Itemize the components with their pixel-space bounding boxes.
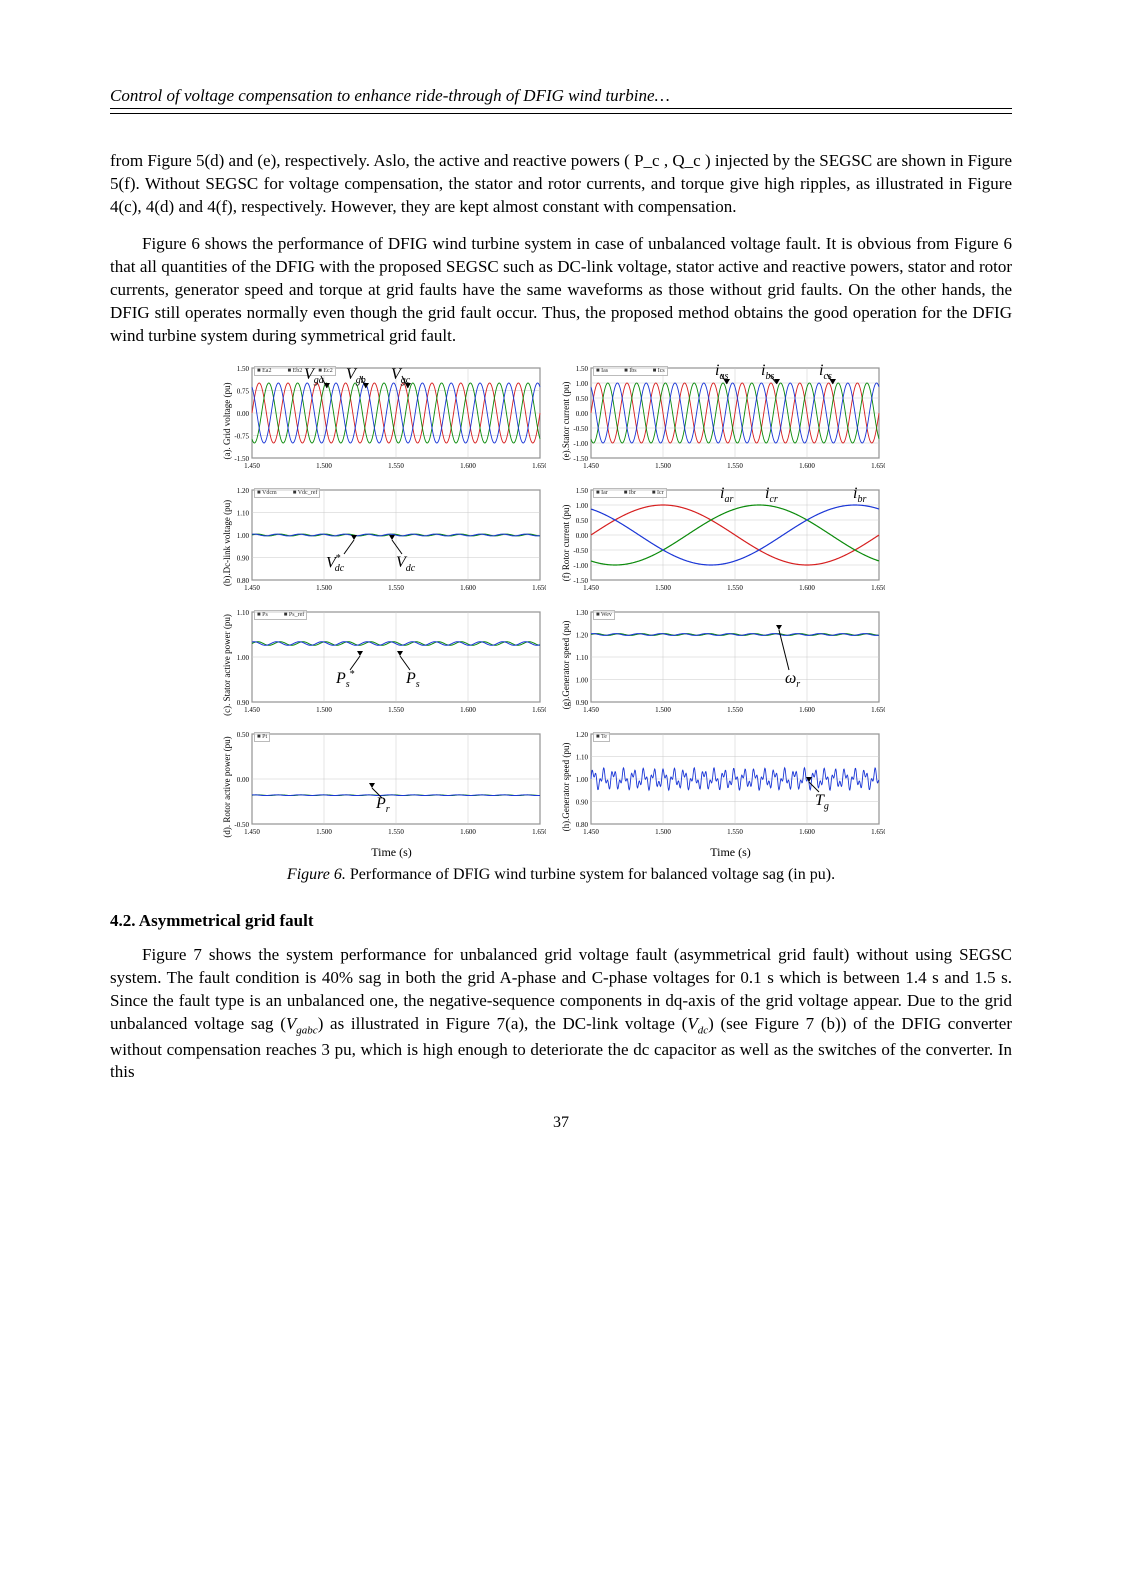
- svg-text:1.10: 1.10: [237, 609, 250, 617]
- svg-text:1.650: 1.650: [871, 706, 885, 714]
- svg-text:1.600: 1.600: [460, 462, 476, 470]
- svg-text:1.00: 1.00: [576, 502, 589, 510]
- symbol-Vgabc: Vgabc: [286, 1014, 318, 1033]
- svg-text:-0.50: -0.50: [573, 547, 588, 555]
- svg-text:1.30: 1.30: [576, 609, 589, 617]
- paragraph-2: Figure 6 shows the performance of DFIG w…: [110, 233, 1012, 348]
- panel-f: (f) Rotor current (pu)-1.50-1.00-0.500.0…: [565, 484, 896, 602]
- svg-text:1.10: 1.10: [576, 753, 589, 761]
- paragraph-1: from Figure 5(d) and (e), respectively. …: [110, 150, 1012, 219]
- svg-text:1.550: 1.550: [727, 462, 743, 470]
- svg-text:-1.00: -1.00: [573, 440, 588, 448]
- svg-text:1.500: 1.500: [655, 462, 671, 470]
- svg-text:1.600: 1.600: [460, 706, 476, 714]
- svg-text:0.50: 0.50: [576, 517, 589, 525]
- svg-text:0.50: 0.50: [237, 731, 250, 739]
- svg-text:1.50: 1.50: [576, 487, 589, 495]
- svg-text:0.00: 0.00: [237, 410, 250, 418]
- svg-text:0.75: 0.75: [237, 387, 250, 395]
- svg-text:1.500: 1.500: [316, 706, 332, 714]
- svg-text:0.00: 0.00: [237, 776, 250, 784]
- section-heading-4-2: 4.2. Asymmetrical grid fault: [110, 910, 1012, 933]
- svg-text:1.450: 1.450: [583, 462, 599, 470]
- svg-text:1.550: 1.550: [388, 584, 404, 592]
- xlabel-left: Time (s): [226, 844, 557, 860]
- svg-text:1.600: 1.600: [799, 828, 815, 836]
- svg-text:1.650: 1.650: [532, 584, 546, 592]
- svg-text:1.650: 1.650: [871, 462, 885, 470]
- paragraph-3: Figure 7 shows the system performance fo…: [110, 944, 1012, 1084]
- svg-text:0.90: 0.90: [237, 554, 250, 562]
- svg-text:0.90: 0.90: [576, 798, 589, 806]
- svg-text:1.450: 1.450: [244, 706, 260, 714]
- panel-h: (h).Generator speed (pu) Time (s) 0.800.…: [565, 728, 896, 846]
- svg-text:1.00: 1.00: [576, 380, 589, 388]
- svg-text:1.550: 1.550: [388, 706, 404, 714]
- svg-text:1.650: 1.650: [532, 706, 546, 714]
- svg-text:1.20: 1.20: [576, 731, 589, 739]
- svg-text:0.50: 0.50: [576, 395, 589, 403]
- svg-text:1.650: 1.650: [532, 462, 546, 470]
- svg-text:1.600: 1.600: [799, 462, 815, 470]
- svg-text:1.550: 1.550: [727, 706, 743, 714]
- svg-text:1.50: 1.50: [237, 365, 250, 373]
- panel-e: (e).Stator current (pu)-1.50-1.00-0.500.…: [565, 362, 896, 480]
- svg-text:1.550: 1.550: [388, 462, 404, 470]
- svg-text:-1.00: -1.00: [573, 562, 588, 570]
- running-header: Control of voltage compensation to enhan…: [110, 85, 1012, 114]
- svg-text:1.600: 1.600: [799, 706, 815, 714]
- panel-g: (g).Generator speed (pu)0.901.001.101.20…: [565, 606, 896, 724]
- svg-text:1.550: 1.550: [388, 828, 404, 836]
- svg-text:1.20: 1.20: [237, 487, 250, 495]
- svg-text:-0.75: -0.75: [234, 432, 249, 440]
- svg-text:1.450: 1.450: [244, 462, 260, 470]
- svg-text:1.450: 1.450: [244, 828, 260, 836]
- svg-text:0.00: 0.00: [576, 410, 589, 418]
- svg-text:1.500: 1.500: [316, 462, 332, 470]
- svg-text:1.450: 1.450: [244, 584, 260, 592]
- svg-text:1.500: 1.500: [316, 828, 332, 836]
- svg-text:1.650: 1.650: [871, 584, 885, 592]
- xlabel-right: Time (s): [565, 844, 896, 860]
- svg-text:1.450: 1.450: [583, 706, 599, 714]
- panel-c: (c). Stator active power (pu)0.901.001.1…: [226, 606, 557, 724]
- svg-text:1.10: 1.10: [576, 654, 589, 662]
- symbol-Vdc: Vdc: [687, 1014, 708, 1033]
- svg-text:0.00: 0.00: [576, 532, 589, 540]
- svg-text:1.550: 1.550: [727, 584, 743, 592]
- page-number: 37: [110, 1112, 1012, 1134]
- svg-text:1.650: 1.650: [871, 828, 885, 836]
- svg-text:1.650: 1.650: [532, 828, 546, 836]
- svg-text:1.00: 1.00: [576, 776, 589, 784]
- panel-a: (a). Grid voltage (pu)-1.50-0.750.000.75…: [226, 362, 557, 480]
- figure-6-caption: Figure 6. Performance of DFIG wind turbi…: [110, 864, 1012, 886]
- panel-d: (d). Rotor active power (pu) Time (s) -0…: [226, 728, 557, 846]
- svg-text:1.500: 1.500: [655, 828, 671, 836]
- svg-text:1.600: 1.600: [799, 584, 815, 592]
- svg-text:1.500: 1.500: [655, 584, 671, 592]
- svg-text:1.450: 1.450: [583, 828, 599, 836]
- svg-text:1.10: 1.10: [237, 509, 250, 517]
- svg-text:1.550: 1.550: [727, 828, 743, 836]
- figure-6: (a). Grid voltage (pu)-1.50-0.750.000.75…: [226, 362, 896, 846]
- svg-text:1.600: 1.600: [460, 828, 476, 836]
- svg-text:1.50: 1.50: [576, 365, 589, 373]
- svg-text:1.500: 1.500: [316, 584, 332, 592]
- svg-text:1.20: 1.20: [576, 631, 589, 639]
- svg-text:1.450: 1.450: [583, 584, 599, 592]
- svg-text:1.00: 1.00: [237, 532, 250, 540]
- running-header-text: Control of voltage compensation to enhan…: [110, 86, 670, 105]
- svg-text:1.00: 1.00: [576, 676, 589, 684]
- svg-text:1.00: 1.00: [237, 654, 250, 662]
- svg-text:1.500: 1.500: [655, 706, 671, 714]
- svg-text:-0.50: -0.50: [573, 425, 588, 433]
- svg-text:1.600: 1.600: [460, 584, 476, 592]
- panel-b: (b).Dc-link voltage (pu)0.800.901.001.10…: [226, 484, 557, 602]
